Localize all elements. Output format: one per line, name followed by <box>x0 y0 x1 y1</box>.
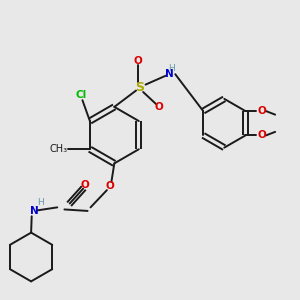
Text: N: N <box>165 69 174 79</box>
Text: O: O <box>154 102 163 112</box>
Text: O: O <box>134 56 142 66</box>
Text: N: N <box>30 206 38 216</box>
Text: CH₃: CH₃ <box>50 144 68 154</box>
Text: O: O <box>258 130 267 140</box>
Text: Cl: Cl <box>75 90 87 100</box>
Text: S: S <box>135 81 144 94</box>
Text: H: H <box>168 64 175 74</box>
Text: O: O <box>81 180 90 190</box>
Text: O: O <box>258 106 267 116</box>
Text: H: H <box>37 198 44 207</box>
Text: O: O <box>106 181 114 191</box>
